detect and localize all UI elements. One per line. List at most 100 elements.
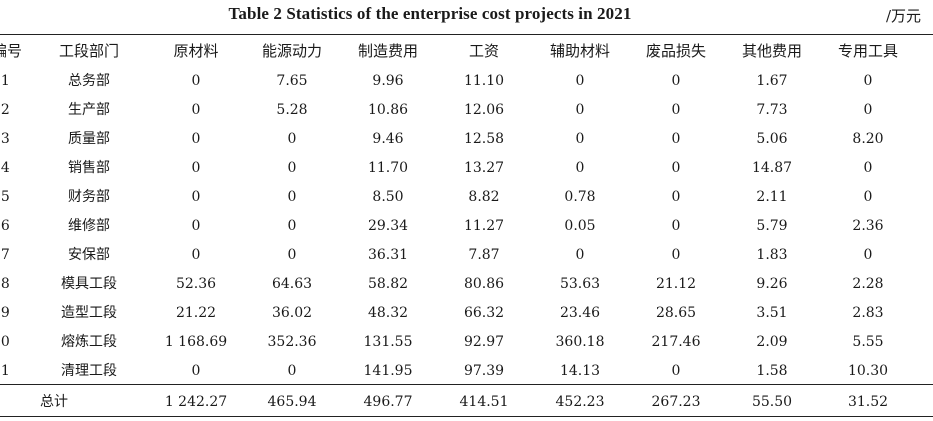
value-cell: 1.67 xyxy=(756,73,788,89)
value-cell: 97.39 xyxy=(463,363,505,379)
value-cell: 36.31 xyxy=(367,247,409,263)
unit-label: /万元 xyxy=(886,7,922,25)
header-energy-power: 能源动力 xyxy=(261,42,322,60)
value-cell: 0 xyxy=(671,363,681,379)
value-cell: 0.05 xyxy=(564,218,596,234)
value-cell: 0 xyxy=(191,218,201,234)
value-cell: 0 xyxy=(671,218,681,234)
value-cell: 131.55 xyxy=(363,334,413,350)
value-cell: 28.65 xyxy=(655,305,697,321)
value-cell: 10.30 xyxy=(847,363,889,379)
row-id-cell: 03 xyxy=(0,131,10,147)
value-cell: 92.97 xyxy=(463,334,505,350)
department-cell: 财务部 xyxy=(68,189,110,205)
value-cell: 5.28 xyxy=(276,102,308,118)
value-cell: 5.06 xyxy=(756,131,788,147)
table-row: 05 财务部 0 0 8.50 8.82 0.78 0 2.11 0 xyxy=(0,183,916,212)
value-cell: 2.83 xyxy=(852,305,884,321)
value-cell: 58.82 xyxy=(367,276,409,292)
header-department: 工段部门 xyxy=(58,42,119,60)
value-cell: 8.82 xyxy=(468,189,500,205)
value-cell: 12.06 xyxy=(463,102,505,118)
value-cell: 0 xyxy=(671,131,681,147)
department-cell: 熔炼工段 xyxy=(61,334,117,350)
value-cell: 0 xyxy=(671,73,681,89)
header-raw-materials: 原材料 xyxy=(173,42,219,60)
value-cell: 11.10 xyxy=(463,73,505,89)
header-id: 编号 xyxy=(0,42,23,60)
value-cell: 9.96 xyxy=(372,73,404,89)
department-cell: 总务部 xyxy=(68,73,110,89)
total-separator-rule xyxy=(0,384,933,385)
value-cell: 14.13 xyxy=(559,363,601,379)
row-id-cell: 01 xyxy=(0,73,10,89)
table-row: 03 质量部 0 0 9.46 12.58 0 0 5.06 8.20 xyxy=(0,125,916,154)
value-cell: 53.63 xyxy=(559,276,601,292)
total-cell: 452.23 xyxy=(555,394,605,410)
value-cell: 8.50 xyxy=(372,189,404,205)
total-row: 总计 1 242.27 465.94 496.77 414.51 452.23 … xyxy=(0,386,916,418)
value-cell: 23.46 xyxy=(559,305,601,321)
value-cell: 0 xyxy=(863,102,873,118)
value-cell: 0 xyxy=(671,189,681,205)
value-cell: 141.95 xyxy=(363,363,413,379)
value-cell: 0 xyxy=(191,189,201,205)
value-cell: 0 xyxy=(575,160,585,176)
top-rule xyxy=(0,34,933,35)
table-row: 09 造型工段 21.22 36.02 48.32 66.32 23.46 28.65 3.51… xyxy=(0,299,916,328)
total-cell: 55.50 xyxy=(751,394,793,410)
value-cell: 0 xyxy=(575,102,585,118)
department-cell: 质量部 xyxy=(68,131,110,147)
value-cell: 0 xyxy=(191,73,201,89)
row-id-cell: 09 xyxy=(0,305,10,321)
value-cell: 10.86 xyxy=(367,102,409,118)
header-manufacturing-cost: 制造费用 xyxy=(357,42,418,60)
value-cell: 0 xyxy=(863,247,873,263)
value-cell: 7.87 xyxy=(468,247,500,263)
value-cell: 0 xyxy=(575,247,585,263)
value-cell: 0 xyxy=(671,160,681,176)
header-auxiliary-materials: 辅助材料 xyxy=(549,42,610,60)
department-cell: 维修部 xyxy=(68,218,110,234)
total-cell: 496.77 xyxy=(363,394,413,410)
value-cell: 12.58 xyxy=(463,131,505,147)
row-id-cell: 04 xyxy=(0,160,10,176)
value-cell: 0 xyxy=(575,73,585,89)
value-cell: 0 xyxy=(863,73,873,89)
value-cell: 0 xyxy=(287,131,297,147)
value-cell: 9.46 xyxy=(372,131,404,147)
value-cell: 0 xyxy=(191,160,201,176)
value-cell: 36.02 xyxy=(271,305,313,321)
bottom-rule xyxy=(0,416,933,417)
row-id-cell: 10 xyxy=(0,334,10,350)
value-cell: 29.34 xyxy=(367,218,409,234)
value-cell: 66.32 xyxy=(463,305,505,321)
row-id-cell: 02 xyxy=(0,102,10,118)
value-cell: 0 xyxy=(191,102,201,118)
row-id-cell: 08 xyxy=(0,276,10,292)
value-cell: 64.63 xyxy=(271,276,313,292)
row-id-cell: 06 xyxy=(0,218,10,234)
value-cell: 0.78 xyxy=(564,189,596,205)
total-cell: 465.94 xyxy=(267,394,317,410)
value-cell: 217.46 xyxy=(651,334,701,350)
cost-statistics-table: 编号 工段部门 原材料 能源动力 制造费用 工资 辅助材料 废品损失 其他费用 … xyxy=(0,35,916,418)
table-row: 06 维修部 0 0 29.34 11.27 0.05 0 5.79 2.36 xyxy=(0,212,916,241)
header-other-costs: 其他费用 xyxy=(741,42,802,60)
value-cell: 11.70 xyxy=(367,160,409,176)
department-cell: 安保部 xyxy=(68,247,110,263)
value-cell: 7.65 xyxy=(276,73,308,89)
value-cell: 0 xyxy=(287,218,297,234)
value-cell: 0 xyxy=(287,363,297,379)
value-cell: 21.22 xyxy=(175,305,217,321)
table-row: 08 模具工段 52.36 64.63 58.82 80.86 53.63 21.12 9.26… xyxy=(0,270,916,299)
value-cell: 8.20 xyxy=(852,131,884,147)
value-cell: 1 168.69 xyxy=(164,334,228,350)
total-cell: 1 242.27 xyxy=(164,394,228,410)
row-id-cell: 05 xyxy=(0,189,10,205)
value-cell: 2.36 xyxy=(852,218,884,234)
department-cell: 清理工段 xyxy=(61,363,117,379)
department-cell: 造型工段 xyxy=(61,305,117,321)
table-row: 07 安保部 0 0 36.31 7.87 0 0 1.83 0 xyxy=(0,241,916,270)
value-cell: 2.28 xyxy=(852,276,884,292)
